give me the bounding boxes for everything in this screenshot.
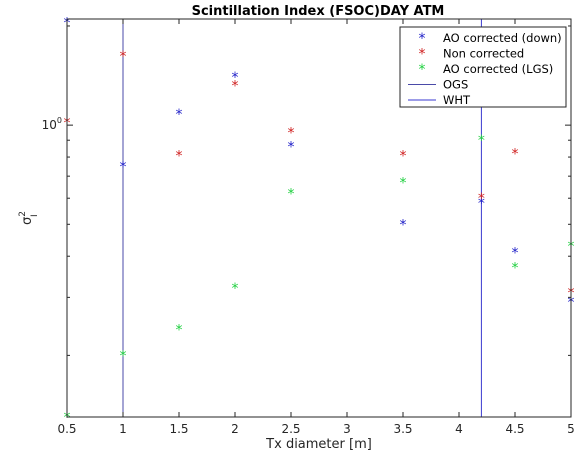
x-tick-label: 4.5 (505, 422, 524, 436)
x-tick-label: 3.5 (393, 422, 412, 436)
data-point-ao-corrected-lgs: * (478, 133, 485, 149)
data-point-non-corrected: * (512, 147, 519, 163)
data-point-ao-corrected-lgs: * (288, 187, 295, 203)
data-point-ao-corrected-lgs: * (120, 348, 127, 364)
data-point-non-corrected: * (478, 191, 485, 207)
x-tick-label: 4 (455, 422, 463, 436)
data-point-non-corrected: * (400, 148, 407, 164)
y-tick-label: 100 (42, 116, 62, 132)
y-axis-label-subscript: I (30, 214, 40, 217)
x-axis-ticks: 0.5 1 1.5 2 2.5 3 3.5 4 4.5 5 (57, 19, 575, 436)
x-tick-label: 1.5 (169, 422, 188, 436)
plot-border (66, 18, 572, 418)
legend-label: AO corrected (LGS) (443, 62, 553, 76)
data-point-ao-corrected-down: * (120, 159, 127, 175)
legend-marker: * (419, 47, 426, 63)
data-point-non-corrected: * (288, 125, 295, 141)
data-point-ao-corrected-down: * (512, 246, 519, 262)
x-tick-label: 0.5 (57, 422, 76, 436)
data-point-non-corrected: * (120, 49, 127, 65)
svg-text:σ2I: σ2 I (18, 211, 40, 225)
x-tick-label: 5 (567, 422, 575, 436)
legend-label: Non corrected (443, 47, 524, 61)
x-tick-label: 1 (119, 422, 127, 436)
legend-marker: * (419, 31, 426, 47)
data-point-ao-corrected-down: * (478, 196, 485, 212)
data-point-ao-corrected-down: * (176, 107, 183, 123)
data-point-ao-corrected-down: * (232, 70, 239, 86)
legend-marker: * (419, 62, 426, 78)
x-tick-label: 2.5 (281, 422, 300, 436)
chart-title: Scintillation Index (FSOC)DAY ATM (192, 4, 445, 19)
legend-label: AO corrected (down) (443, 31, 562, 45)
data-point-non-corrected: * (232, 78, 239, 94)
legend-label: OGS (443, 78, 468, 92)
y-axis-label: σ2 I (18, 211, 40, 225)
data-point-ao-corrected-lgs: * (232, 281, 239, 297)
legend-box (399, 26, 567, 108)
y-axis-label-superscript: 2 (18, 211, 28, 217)
x-axis-label: Tx diameter [m] (265, 437, 372, 452)
legend: * AO corrected (down) * Non corrected * AO co… (399, 26, 567, 108)
data-point-ao-corrected-lgs: * (176, 322, 183, 338)
data-point-ao-corrected-lgs: * (64, 410, 71, 426)
x-tick-label: 3 (343, 422, 351, 436)
data-point-ao-corrected-lgs: * (400, 175, 407, 191)
data-point-ao-corrected-lgs: * (512, 260, 519, 276)
y-axis-ticks: 100 (42, 25, 571, 356)
data-point-ao-corrected-down: * (400, 217, 407, 233)
legend-label: WHT (443, 93, 471, 107)
y-axis-label-symbol: σ (20, 217, 35, 225)
x-tick-label: 2 (231, 422, 239, 436)
data-point-non-corrected: * (176, 148, 183, 164)
data-point-ao-corrected-down: * (288, 140, 295, 156)
